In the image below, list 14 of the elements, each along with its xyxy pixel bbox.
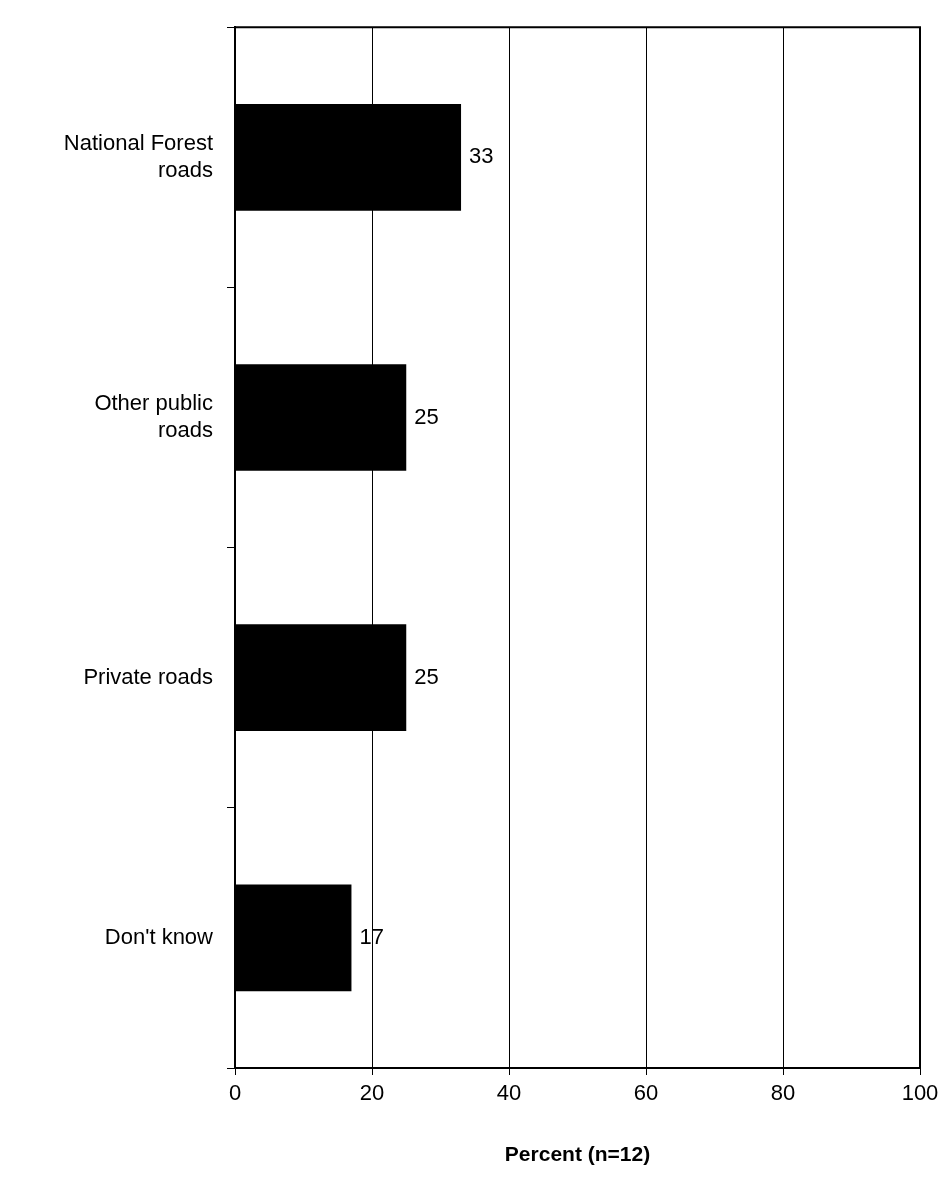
x-axis-title: Percent (n=12)	[504, 1142, 651, 1166]
y-tick-label: Don't know	[104, 923, 214, 949]
x-tick-label: 100	[901, 1080, 939, 1106]
data-label: 33	[469, 143, 494, 169]
y-tick-label: Other public roads	[94, 390, 213, 442]
data-label: 25	[414, 663, 439, 689]
y-tick-label: National Forest roads	[63, 130, 213, 182]
x-tick-label: 0	[228, 1080, 242, 1106]
data-label: 25	[414, 403, 439, 429]
x-tick-label: 60	[633, 1080, 659, 1106]
x-tick-label: 20	[359, 1080, 385, 1106]
x-tick-label: 40	[496, 1080, 522, 1106]
y-tick-label: Private roads	[83, 663, 213, 689]
x-tick-label: 80	[770, 1080, 796, 1106]
